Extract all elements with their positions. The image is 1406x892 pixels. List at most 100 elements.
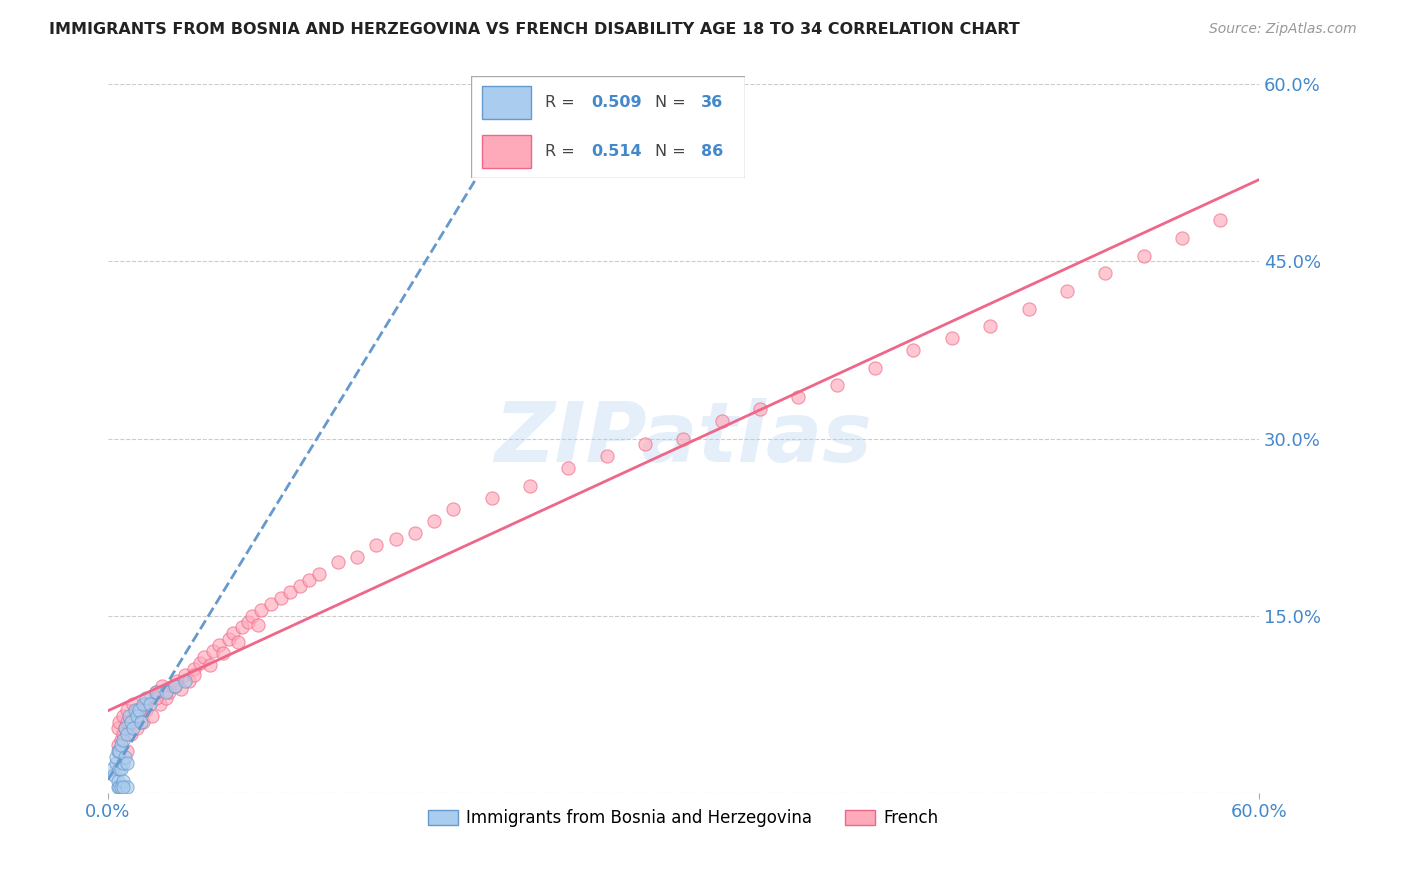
Point — [107, 721, 129, 735]
Point — [202, 644, 225, 658]
Point — [124, 709, 146, 723]
Point — [157, 685, 180, 699]
Point — [115, 780, 138, 794]
Point — [288, 579, 311, 593]
Point — [110, 732, 132, 747]
Point — [212, 646, 235, 660]
Point — [107, 773, 129, 788]
Point — [208, 638, 231, 652]
Point — [103, 768, 125, 782]
Point — [112, 780, 135, 794]
Point — [260, 597, 283, 611]
Point — [1132, 249, 1154, 263]
Point — [221, 626, 243, 640]
Point — [595, 449, 617, 463]
Point — [155, 685, 177, 699]
Point — [165, 680, 187, 694]
Point — [366, 538, 388, 552]
Point — [107, 780, 129, 794]
Point — [128, 703, 150, 717]
Text: R =: R = — [546, 145, 579, 160]
Point — [298, 573, 321, 587]
Point — [112, 732, 135, 747]
Point — [129, 714, 152, 729]
Point — [150, 680, 173, 694]
Point — [441, 502, 464, 516]
Point — [108, 762, 131, 776]
Text: 0.509: 0.509 — [592, 95, 643, 110]
Point — [149, 697, 172, 711]
Bar — [482, 136, 531, 168]
Point — [173, 673, 195, 688]
Legend: Immigrants from Bosnia and Herzegovina, French: Immigrants from Bosnia and Herzegovina, … — [422, 803, 946, 834]
Point — [141, 709, 163, 723]
Point — [270, 591, 292, 605]
Point — [114, 750, 136, 764]
Point — [1056, 284, 1078, 298]
Point — [135, 703, 157, 717]
Point — [101, 762, 124, 776]
Point — [115, 714, 138, 729]
Point — [710, 414, 733, 428]
Bar — [482, 87, 531, 119]
Point — [112, 756, 135, 771]
Point — [110, 780, 132, 794]
Point — [118, 714, 141, 729]
Point — [404, 526, 426, 541]
Point — [135, 697, 157, 711]
Text: 0.514: 0.514 — [592, 145, 643, 160]
Text: 36: 36 — [702, 95, 724, 110]
Text: 86: 86 — [702, 145, 724, 160]
Point — [326, 556, 349, 570]
Point — [110, 762, 132, 776]
Point — [481, 491, 503, 505]
Point — [120, 714, 142, 729]
Point — [1018, 301, 1040, 316]
Point — [634, 437, 657, 451]
Point — [107, 744, 129, 758]
Point — [384, 532, 406, 546]
Text: Source: ZipAtlas.com: Source: ZipAtlas.com — [1209, 22, 1357, 37]
Point — [557, 461, 579, 475]
Point — [749, 402, 772, 417]
Point — [131, 714, 153, 729]
Point — [170, 681, 193, 696]
Point — [110, 739, 132, 753]
Point — [108, 714, 131, 729]
Point — [139, 691, 162, 706]
Point — [231, 620, 253, 634]
Text: ZIPatlas: ZIPatlas — [495, 398, 872, 479]
Point — [672, 432, 695, 446]
Point — [125, 721, 148, 735]
Point — [941, 331, 963, 345]
Point — [236, 615, 259, 629]
Point — [118, 709, 141, 723]
Point — [115, 756, 138, 771]
Point — [177, 673, 200, 688]
Point — [825, 378, 848, 392]
Point — [120, 726, 142, 740]
Point — [240, 608, 263, 623]
Point — [128, 703, 150, 717]
Point — [104, 756, 127, 771]
Point — [228, 634, 250, 648]
Point — [863, 360, 886, 375]
Point — [122, 697, 145, 711]
Point — [155, 691, 177, 706]
Point — [787, 390, 810, 404]
Point — [183, 662, 205, 676]
Point — [979, 319, 1001, 334]
Point — [115, 703, 138, 717]
Point — [108, 744, 131, 758]
Point — [122, 721, 145, 735]
Point — [278, 585, 301, 599]
FancyBboxPatch shape — [471, 76, 745, 178]
Point — [115, 744, 138, 758]
Point — [250, 603, 273, 617]
Point — [107, 739, 129, 753]
Point — [162, 680, 184, 694]
Text: N =: N = — [655, 95, 690, 110]
Point — [218, 632, 240, 647]
Point — [166, 673, 188, 688]
Point — [308, 567, 330, 582]
